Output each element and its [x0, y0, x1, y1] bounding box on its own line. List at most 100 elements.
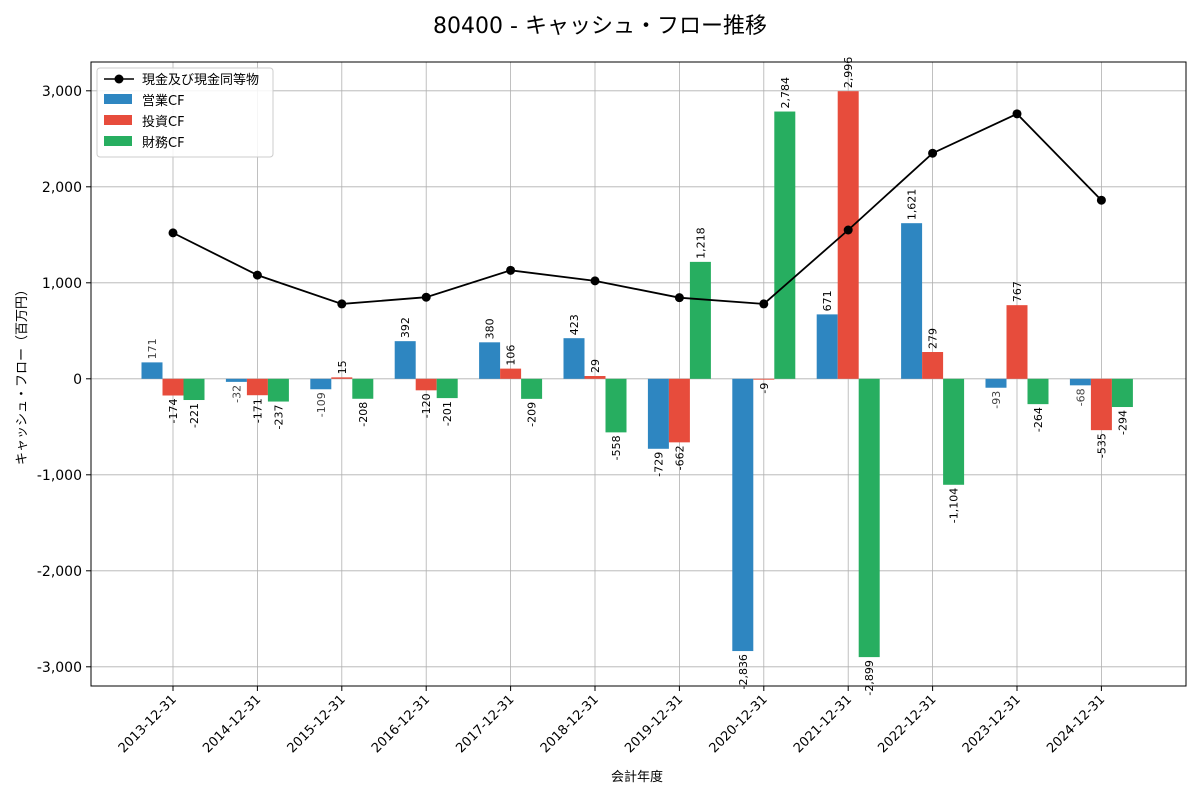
bar-value-label: -558	[610, 435, 623, 460]
y-tick-label: -2,000	[37, 564, 82, 580]
bar-value-label: 279	[927, 328, 940, 349]
cash-point	[337, 299, 347, 309]
bar-investing	[1006, 305, 1028, 379]
bar-value-label: -9	[758, 383, 771, 394]
cash-point	[1012, 109, 1022, 119]
bar-value-label: -1,104	[948, 488, 961, 523]
bar-value-label: 1,218	[694, 227, 707, 259]
bar-value-label: -2,899	[863, 660, 876, 695]
y-tick-label: -1,000	[37, 468, 82, 484]
bar-value-label: 15	[336, 360, 349, 374]
legend-marker-swatch	[114, 74, 124, 84]
bar-operating	[394, 341, 416, 379]
bar-value-label: -662	[673, 445, 686, 470]
bar-operating	[141, 362, 163, 379]
bar-operating	[732, 378, 754, 652]
y-tick-label: -3,000	[37, 660, 82, 676]
plot-frame	[90, 61, 1187, 687]
y-tick-label: 3,000	[42, 84, 82, 100]
bar-value-label: 29	[589, 359, 602, 373]
bar-value-label: -109	[315, 392, 328, 417]
bar-investing	[246, 378, 268, 396]
legend-entry-operating: 営業CF	[142, 93, 185, 109]
bar-operating	[1069, 378, 1091, 386]
bar-value-label: -201	[441, 401, 454, 426]
cash-point	[168, 228, 178, 238]
bar-financing	[605, 378, 627, 433]
bar-value-label: -171	[251, 398, 264, 423]
legend-entry-investing: 投資CF	[142, 114, 185, 130]
bar-value-label: 1,621	[906, 189, 919, 221]
bar-financing	[1111, 378, 1133, 408]
cash-point	[674, 293, 684, 303]
bar-label-layer: 171 -32 -109 392 380 423 -729 -2,836 671 1,621 -93…	[146, 57, 1129, 696]
bar-value-label: -237	[272, 405, 285, 430]
bar-financing	[689, 261, 711, 379]
cash-point	[843, 225, 853, 235]
legend-swatch-investing	[104, 115, 132, 125]
bar-value-label: -221	[188, 403, 201, 428]
bar-operating	[563, 338, 585, 379]
y-tick-label: 2,000	[42, 180, 82, 196]
bar-financing	[436, 378, 458, 399]
legend-swatch-financing	[104, 136, 132, 146]
bar-investing	[753, 378, 775, 380]
bar-value-label: 671	[821, 290, 834, 311]
bar-operating	[816, 314, 838, 379]
bar-value-label: -174	[167, 399, 180, 424]
bar-operating	[901, 223, 923, 379]
y-axis-label: キャッシュ・フロー（百万円）	[15, 283, 30, 465]
chart-title: 80400 - キャッシュ・フロー推移	[433, 14, 767, 39]
legend-entry-financing: 財務CF	[142, 136, 185, 151]
bar-investing	[500, 368, 522, 379]
bar-value-label: -294	[1116, 410, 1129, 435]
legend-frame	[96, 67, 274, 158]
bar-financing	[858, 378, 880, 658]
bar-financing	[521, 378, 543, 399]
line-layer	[168, 109, 1106, 309]
bar-value-label: -729	[652, 452, 665, 477]
bar-investing	[415, 378, 437, 391]
bar-operating	[647, 378, 669, 449]
bar-financing	[352, 378, 374, 399]
bar-operating	[985, 378, 1007, 388]
bar-value-label: -535	[1095, 433, 1108, 458]
bar-value-label: -32	[230, 385, 243, 403]
legend: 現金及び現金同等物 営業CF 投資CF 財務CF	[96, 67, 274, 158]
grid-layer	[91, 62, 1186, 686]
cash-point	[759, 299, 769, 309]
legend-swatch-operating	[104, 94, 132, 104]
bar-value-label: 423	[568, 314, 581, 335]
y-tick-label: 1,000	[42, 276, 82, 292]
bar-operating	[479, 342, 501, 379]
cash-point	[928, 148, 938, 158]
bar-investing	[837, 91, 859, 379]
cash-line	[172, 112, 1103, 305]
bar-value-label: 767	[1011, 281, 1024, 302]
bar-value-label: 2,784	[779, 77, 792, 109]
bar-investing	[668, 378, 690, 443]
bar-investing	[584, 376, 606, 379]
bar-financing	[183, 378, 205, 401]
bar-financing	[1027, 378, 1049, 405]
bar-value-label: 380	[484, 318, 497, 339]
bar-financing	[267, 378, 289, 402]
cash-point	[252, 270, 262, 280]
bar-investing	[1090, 378, 1112, 431]
bar-investing	[922, 352, 944, 379]
cash-point	[1096, 195, 1106, 205]
bar-layer	[141, 91, 1133, 658]
bar-value-label: 106	[505, 345, 518, 366]
bar-value-label: 392	[399, 317, 412, 338]
cash-point	[506, 265, 516, 275]
bar-value-label: 2,996	[842, 57, 855, 89]
bar-value-label: 171	[146, 338, 159, 359]
bar-value-label: -2,836	[737, 654, 750, 689]
bar-operating	[310, 378, 332, 390]
cash-point	[590, 276, 600, 286]
bar-investing	[162, 378, 184, 396]
y-tick-label: 0	[73, 372, 82, 388]
bar-operating	[225, 378, 247, 382]
